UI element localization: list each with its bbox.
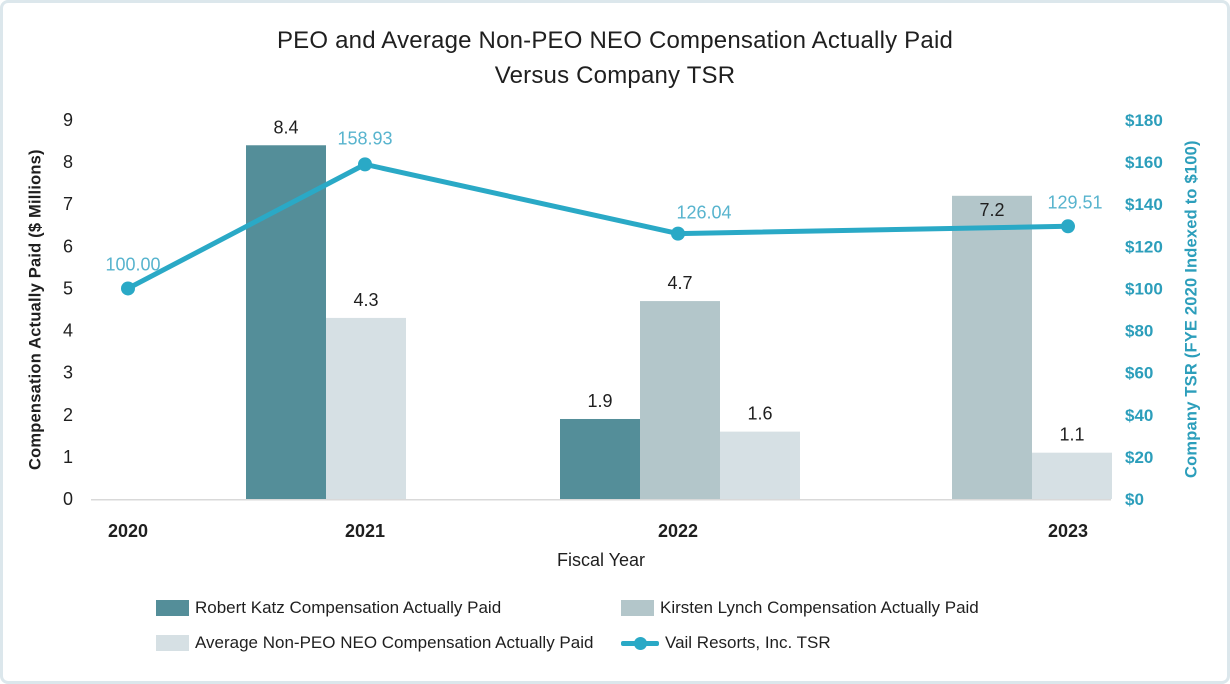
tsr-line-point bbox=[671, 226, 685, 241]
legend-swatch-kirsten-lynch bbox=[621, 600, 654, 616]
tsr-line-point bbox=[358, 157, 372, 172]
right-axis-tick: $0 bbox=[1125, 490, 1144, 509]
right-axis-tick: $20 bbox=[1125, 448, 1153, 467]
right-axis-tick: $60 bbox=[1125, 364, 1153, 383]
right-axis-tick: $140 bbox=[1125, 195, 1163, 214]
left-axis-tick: 6 bbox=[63, 236, 73, 256]
x-axis-tick: 2023 bbox=[1048, 521, 1088, 541]
tsr-value-label: 158.93 bbox=[337, 128, 392, 148]
bar-value-label: 4.3 bbox=[353, 290, 378, 310]
bar bbox=[720, 431, 800, 499]
bar bbox=[326, 317, 406, 499]
bar-value-label: 8.4 bbox=[273, 117, 298, 137]
legend-label-kirsten-lynch: Kirsten Lynch Compensation Actually Paid bbox=[660, 598, 979, 617]
left-axis-tick: 1 bbox=[63, 447, 73, 467]
legend-item-vail-tsr: Vail Resorts, Inc. TSR bbox=[621, 633, 979, 653]
bar-value-label: 7.2 bbox=[979, 200, 1004, 220]
legend-label-average-non-peo-neo: Average Non-PEO NEO Compensation Actuall… bbox=[195, 633, 594, 652]
legend-label-robert-katz: Robert Katz Compensation Actually Paid bbox=[195, 598, 502, 617]
x-axis-title: Fiscal Year bbox=[556, 550, 646, 570]
bar-value-label: 1.6 bbox=[747, 404, 772, 424]
x-axis-tick: 2020 bbox=[108, 521, 148, 541]
tsr-line bbox=[125, 161, 1071, 291]
right-axis-title: Company TSR (FYE 2020 Indexed to $100) bbox=[1182, 140, 1201, 479]
bar-value-label: 1.1 bbox=[1059, 425, 1084, 445]
legend-item-kirsten-lynch: Kirsten Lynch Compensation Actually Paid bbox=[621, 598, 979, 618]
chart-title-line2: Versus Company TSR bbox=[494, 62, 736, 89]
tsr-value-label: 129.51 bbox=[1047, 192, 1102, 212]
tsr-value-label: 126.04 bbox=[676, 203, 731, 223]
left-axis-tick: 3 bbox=[63, 363, 73, 383]
chart-plot: 0 1 2 3 4 5 6 7 8 9 $0 $20 $40 $60 $80 $100 $120 $140 $160… bbox=[63, 110, 1163, 541]
tsr-line-point bbox=[121, 281, 135, 296]
left-axis-title: Compensation Actually Paid ($ Millions) bbox=[26, 149, 45, 470]
right-axis-tick: $180 bbox=[1125, 111, 1163, 130]
legend-swatch-robert-katz bbox=[156, 600, 189, 616]
x-axis-tick: 2021 bbox=[345, 521, 385, 541]
left-axis-tick: 8 bbox=[63, 152, 73, 172]
left-axis-tick: 2 bbox=[63, 405, 73, 425]
right-axis-tick: $80 bbox=[1125, 322, 1153, 341]
right-axis-tick: $160 bbox=[1125, 153, 1163, 172]
legend-item-robert-katz: Robert Katz Compensation Actually Paid bbox=[156, 598, 621, 618]
chart-title: PEO and Average Non-PEO NEO Compensation… bbox=[3, 23, 1227, 93]
x-axis-tick: 2022 bbox=[658, 521, 698, 541]
legend-swatch-average-non-peo-neo bbox=[156, 635, 189, 651]
left-axis-tick: 0 bbox=[63, 489, 73, 509]
bar bbox=[1032, 452, 1112, 499]
right-axis-tick: $120 bbox=[1125, 237, 1163, 256]
legend-line-symbol bbox=[621, 635, 663, 652]
bar bbox=[952, 195, 1032, 500]
chart-legend: Robert Katz Compensation Actually Paid K… bbox=[156, 598, 979, 653]
bar bbox=[246, 145, 326, 499]
left-axis-tick: 7 bbox=[63, 194, 73, 214]
bar bbox=[560, 418, 640, 499]
bar-value-label: 1.9 bbox=[587, 391, 612, 411]
tsr-value-label: 100.00 bbox=[105, 254, 160, 274]
bar-value-label: 4.7 bbox=[667, 273, 692, 293]
chart-title-line1: PEO and Average Non-PEO NEO Compensation… bbox=[276, 27, 954, 54]
left-axis-tick: 4 bbox=[63, 321, 73, 341]
left-axis-tick: 5 bbox=[63, 278, 73, 298]
legend-item-average-non-peo-neo: Average Non-PEO NEO Compensation Actuall… bbox=[156, 633, 621, 653]
legend-label-vail-tsr: Vail Resorts, Inc. TSR bbox=[665, 633, 831, 652]
bar bbox=[640, 301, 720, 499]
right-axis-tick: $100 bbox=[1125, 279, 1163, 298]
left-axis-tick: 9 bbox=[63, 110, 73, 130]
right-axis-tick: $40 bbox=[1125, 406, 1153, 425]
tsr-line-point bbox=[1061, 219, 1075, 234]
